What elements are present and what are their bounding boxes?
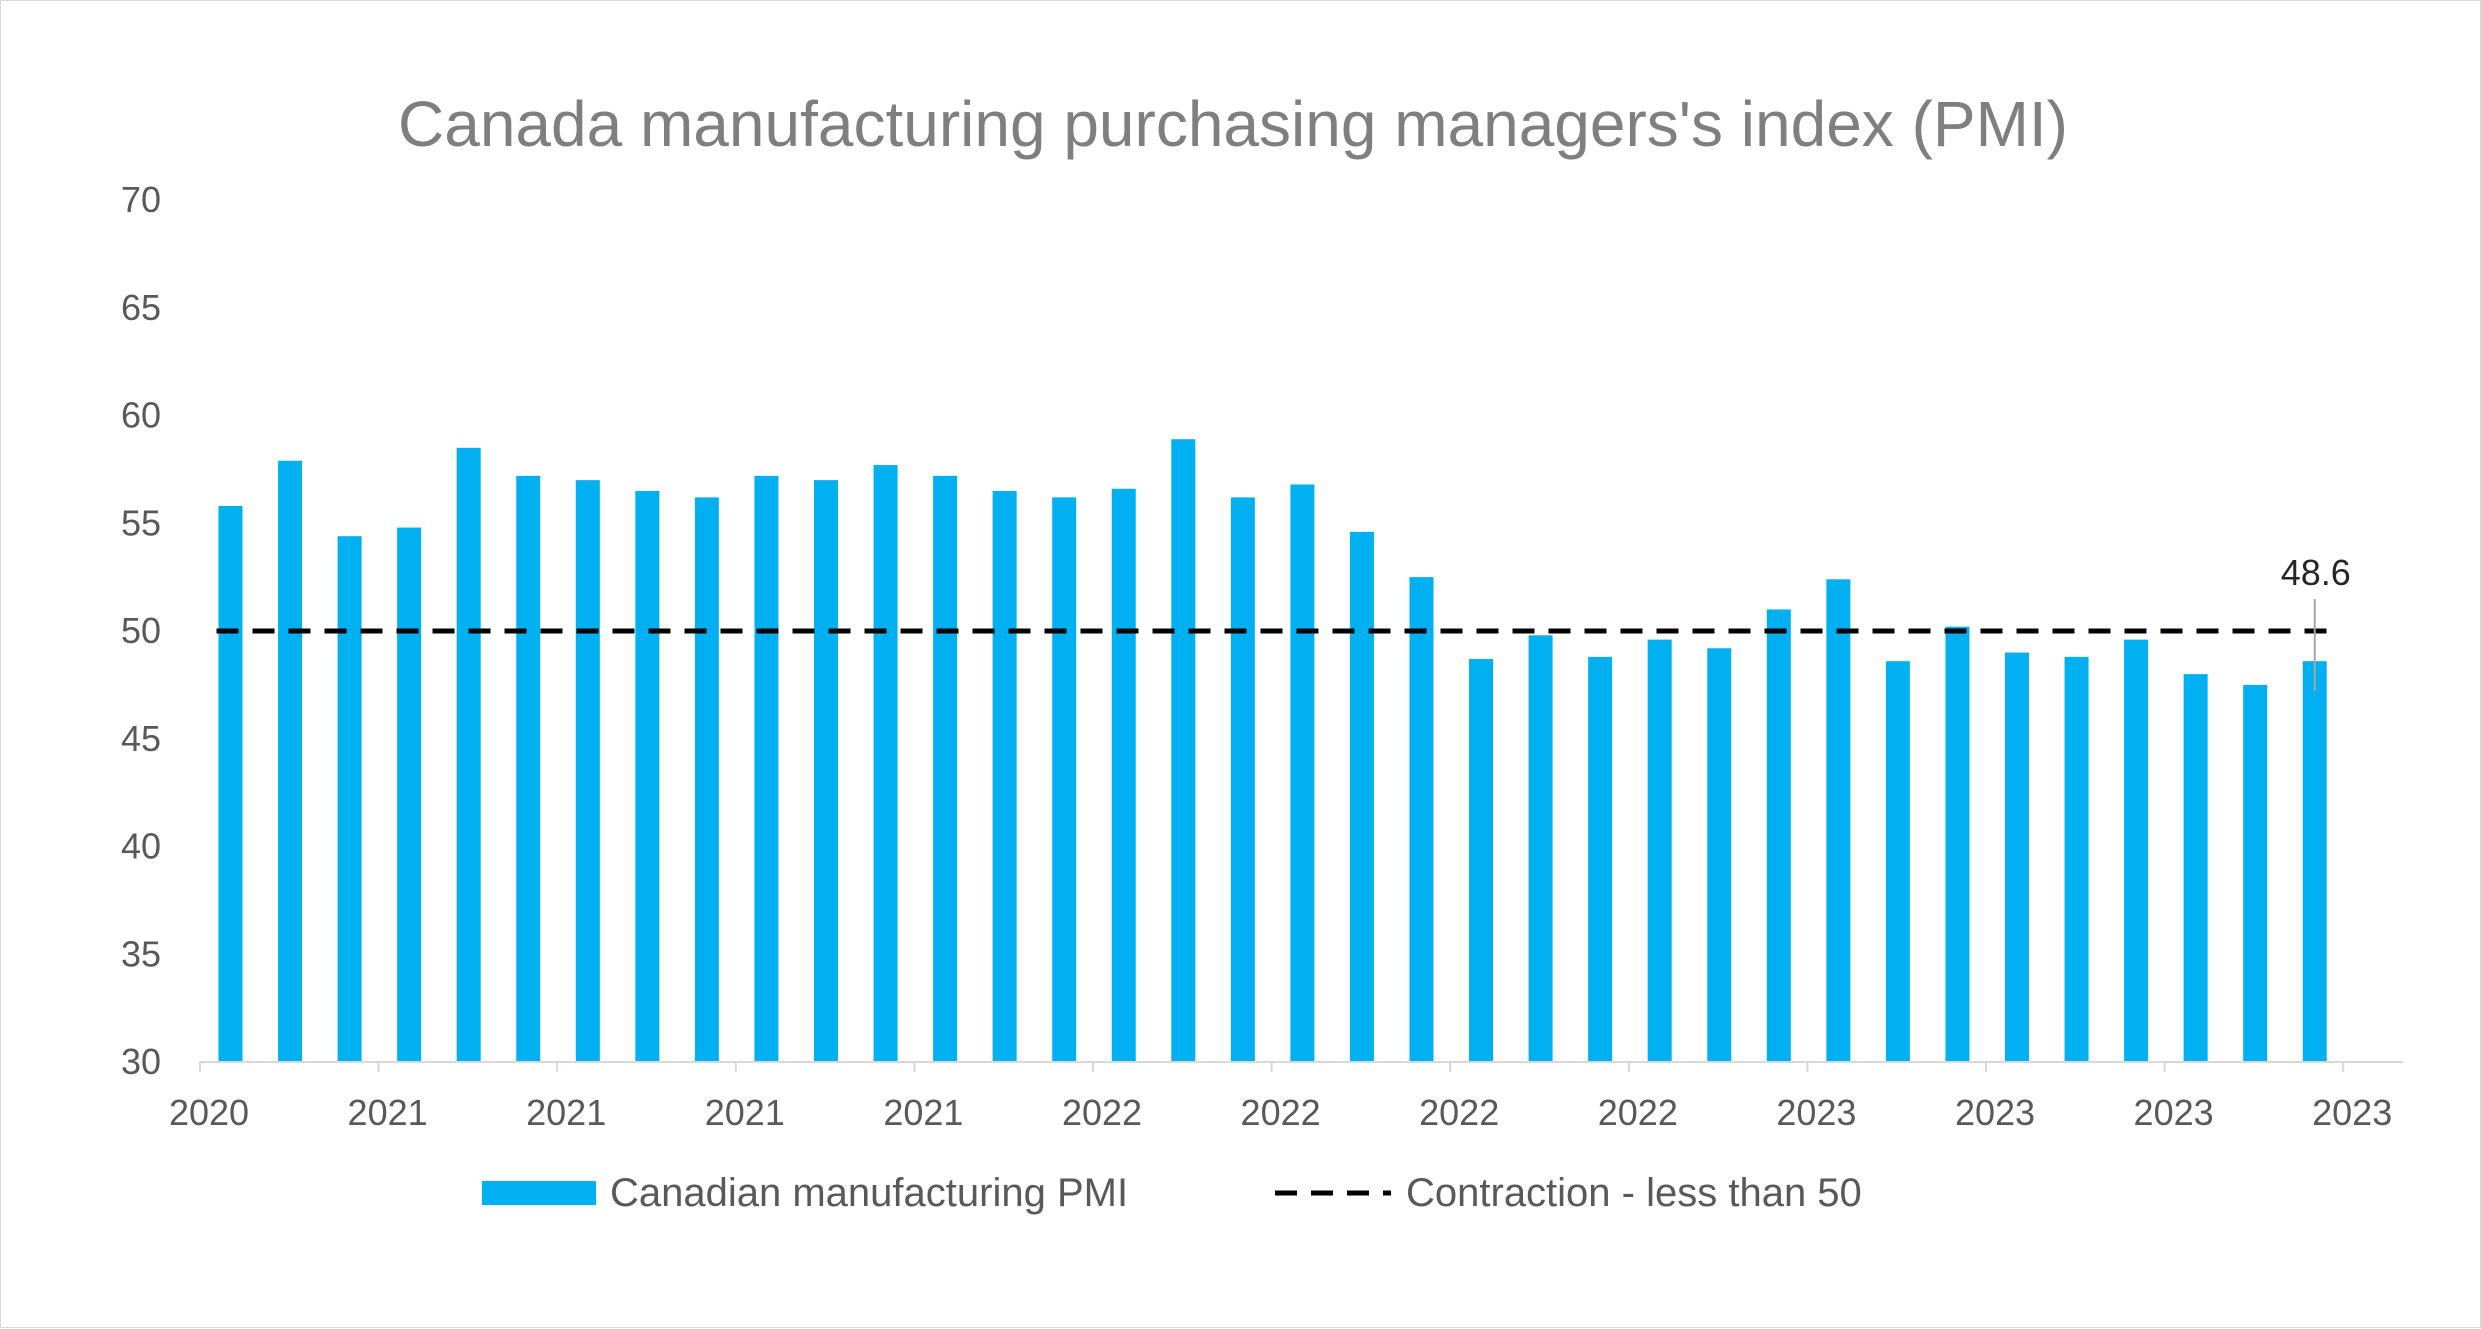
- bar: [218, 506, 243, 1062]
- bar: [2124, 639, 2149, 1062]
- bar: [992, 490, 1017, 1062]
- bar: [1290, 484, 1315, 1063]
- bar-series: [218, 439, 2327, 1063]
- x-tick-label: 2021: [348, 1092, 428, 1133]
- x-tick-label: 2022: [1241, 1092, 1321, 1133]
- x-tick-label: 2020: [169, 1092, 249, 1133]
- bar: [754, 475, 779, 1063]
- x-tick-label: 2022: [1419, 1092, 1499, 1133]
- bar: [2064, 656, 2089, 1062]
- y-tick-label: 70: [121, 179, 161, 220]
- legend-label-contraction: Contraction - less than 50: [1406, 1171, 1862, 1215]
- bar: [337, 536, 362, 1062]
- bar: [1826, 579, 1851, 1062]
- bar: [1647, 639, 1672, 1062]
- bar: [1528, 635, 1553, 1062]
- bar: [933, 475, 958, 1063]
- x-tick-label: 2023: [2134, 1092, 2214, 1133]
- bar: [873, 465, 898, 1062]
- y-tick-label: 55: [121, 502, 161, 543]
- bar: [814, 480, 838, 1062]
- bar: [1885, 661, 1910, 1062]
- bar: [2005, 652, 2029, 1062]
- x-axis: 2020 2021 2021 2021 2021 2022 2022 2022 2022 2023…: [169, 1062, 2392, 1133]
- x-tick-label: 2021: [526, 1092, 606, 1133]
- bar: [516, 475, 541, 1063]
- x-tick-label: 2023: [2312, 1092, 2392, 1133]
- bar: [1111, 488, 1136, 1062]
- bar: [278, 460, 303, 1062]
- bar: [456, 447, 481, 1062]
- y-tick-label: 50: [121, 610, 161, 651]
- bar: [575, 480, 600, 1062]
- bar: [2243, 684, 2268, 1062]
- chart-title: Canada manufacturing purchasing managers…: [398, 88, 2068, 160]
- x-tick-label: 2023: [1776, 1092, 1856, 1133]
- legend-swatch-pmi: [482, 1181, 596, 1205]
- x-tick-label: 2021: [883, 1092, 963, 1133]
- bar: [1349, 531, 1374, 1062]
- y-tick-label: 65: [121, 287, 161, 328]
- bar: [635, 490, 660, 1062]
- y-tick-label: 40: [121, 826, 161, 867]
- bar: [1766, 609, 1791, 1062]
- bar: [694, 497, 719, 1062]
- x-tick-label: 2021: [705, 1092, 785, 1133]
- x-tick-label: 2022: [1598, 1092, 1678, 1133]
- bar: [1230, 497, 1255, 1062]
- bar: [2302, 661, 2327, 1062]
- bar: [1469, 659, 1494, 1062]
- y-tick-label: 35: [121, 933, 161, 974]
- y-tick-label: 60: [121, 395, 161, 436]
- y-tick-label: 45: [121, 718, 161, 759]
- legend: Canadian manufacturing PMI Contraction -…: [482, 1171, 1862, 1215]
- bar: [1409, 577, 1434, 1062]
- bar: [1588, 656, 1613, 1062]
- bar: [1707, 648, 1732, 1062]
- x-tick-label: 2022: [1062, 1092, 1142, 1133]
- last-value-annotation: 48.6: [2281, 552, 2351, 593]
- bar: [2183, 674, 2208, 1062]
- bar: [1171, 439, 1196, 1063]
- x-tick-label: 2023: [1955, 1092, 2035, 1133]
- y-axis: 30 35 40 45 50 55 60 65 70: [121, 179, 161, 1082]
- legend-label-pmi: Canadian manufacturing PMI: [610, 1171, 1128, 1215]
- y-tick-label: 30: [121, 1041, 161, 1082]
- bar: [397, 527, 422, 1062]
- bar: [1945, 626, 1970, 1062]
- bar: [1052, 497, 1077, 1062]
